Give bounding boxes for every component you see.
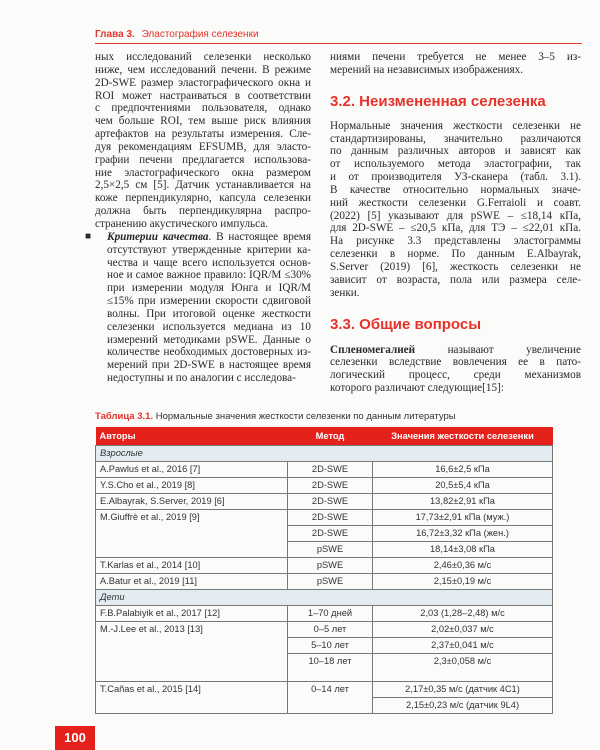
text-line: ных исследований селезенки несколько [95,51,311,63]
table-row: Y.S.Cho et al., 2019 [8] 2D-SWE 20,5±5,4 к… [95,477,553,494]
paragraph: Нормальные значения жесткости селезенки … [330,120,581,300]
bullet-item-quality-criteria: ■ Критерии качества. В настоящее время о… [85,230,312,385]
table-row: pSWE 18,14±3,08 кПа [96,541,553,558]
table-row: A.Pawluś et al., 2016 [7] 2D-SWE 16,6±2,5 … [95,461,553,478]
text-line: селезенки используется медиана из 10 [107,320,311,333]
text-line: волны. При итоговой оценке жесткости [107,307,311,320]
table-row: T.Cañas et al., 2015 [14] 0–14 лет 2,17±0,… [95,681,553,714]
term: Спленомегалией [330,343,416,356]
text-line: S.Server (2019) [6], жесткость селезенки… [330,260,581,273]
bullet-text: отсутствуют утвержденные критерии ка-чес… [107,244,311,385]
text-line: ное и самое важное правило: IQR/M ≤30% [107,269,311,282]
table-row: M.-J.Lee et al., 2013 [13] 0–5 лет 2,02±0,… [95,621,553,682]
text-line: зенки. [330,286,360,299]
text-line: ние эластографического окна размером [95,166,311,179]
text-line: 2D-SWE размер эластографического окна и [95,76,311,89]
page-number: 100 [55,726,95,750]
table-row: 2D-SWE 16,72±3,32 кПа (жен.) [96,525,553,542]
text-line: Нормальные значения жесткости селезенки … [330,119,581,132]
table-caption: Таблица 3.1. Нормальные значения жесткос… [95,411,456,422]
table-header: Авторы Метод Значения жесткости селезенк… [95,427,553,446]
text-line: В качестве относительно нормальных значе… [330,183,581,196]
chapter-title: Эластография селезенки [141,29,259,40]
table-row: A.Batur et al., 2019 [11] pSWE 2,15±0,19 м… [95,573,553,590]
paragraph-text: селезенки вследствие вовлечения ее в пат… [330,356,581,395]
paragraph: Спленомегалией называют увеличение селез… [330,344,581,395]
header-values: Значения жесткости селезенки [372,427,553,446]
table-row: 2,15±0,23 м/с (датчик 9L4) [96,697,553,714]
term: Критерии качества [107,230,209,243]
text-line: измерений методиками pSWE. Данные о [107,333,311,346]
text-line: ниже, чем исследований печени. В режиме [95,63,311,76]
header-method: Метод [287,427,373,446]
group-row: Дети [95,589,553,606]
text-line: На рисунке 3.3 представлены эластограммы [330,235,581,248]
table-row: M.Giuffrè et al., 2019 [9] 2D-SWE 17,73±2,… [95,509,553,558]
text-line: (2022) [5] указывают для pSWE – ≤18,14 к… [330,209,581,222]
section-heading-3-2: 3.2. Неизмененная селезенка [330,92,546,110]
text-line: должна быть перпендикулярна распро- [95,205,311,218]
text-line: 2,5×2,5 см [5]. Датчик устанавливается н… [95,179,311,192]
text-line: ROI может настраиваться в соответствии [95,89,311,102]
paragraph: ных исследований селезенки несколько ниже… [95,51,311,231]
text-line: недоступны и по аналогии с исследова- [107,372,296,385]
table-row: T.Karlas et al., 2014 [10] pSWE 2,46±0,36 … [95,557,553,574]
text-line: Спленомегалией называют увеличение [330,343,581,356]
text-line: с предпочтениями пользователя, однако [95,102,311,115]
text-line: которого различают следующие[15]: [330,382,504,395]
table-caption-text: Нормальные значения жесткости селезенки … [155,411,456,422]
right-column: ниями печени требуется не менее 3–5 из-м… [330,51,581,395]
text-line: ≤15% при измерении скорости сдвиговой [107,295,311,308]
text-line: ний жесткости селезенки G.Ferraioli и со… [330,196,581,209]
text-line: Критерии качества. В настоящее время [107,230,312,243]
text-line: мерений при 2D-SWE в настоящее время [107,359,311,372]
table-row: F.B.Palabiyik et al., 2017 [12] 1–70 дней… [95,605,553,622]
header-authors: Авторы [95,427,288,446]
text-line: селезенки в норме. По данным E.Albayrak, [330,248,581,261]
bullet-icon: ■ [85,230,92,242]
text-line: странению акустического импульса. [95,217,269,230]
running-head: Глава 3. Эластография селезенки [95,29,582,44]
text-line: от используемого метода эластографии, та… [330,158,581,171]
text-line: логический процесс, среди механизмов [330,369,581,382]
text-line: мерений на независимых изображениях. [330,63,524,76]
chapter-label: Глава 3. [95,29,135,40]
text-line: по данным различных авторов и зависят ка… [330,145,581,158]
text-line: стандартизированы, значительно различают… [330,132,581,145]
table-row: 10–18 лет 2,3±0,058 м/с [96,653,553,682]
text-line: количестве необходимых достоверных из- [107,346,311,359]
text-line: графии печени предлагается использова- [95,153,311,166]
section-heading-3-3: 3.3. Общие вопросы [330,315,482,333]
text-line: для 2D-SWE – ≤20,5 кПа, для ТЭ – ≤22,01 … [330,222,581,235]
left-column: ных исследований селезенки несколько ниже… [85,51,312,385]
text-line: при измерении модуля Юнга и IQR/M [107,282,311,295]
table-caption-label: Таблица 3.1. [95,411,154,422]
text-line: чества и чаще всего используется основ- [107,256,311,269]
text-line: селезенки вследствие вовлечения ее в пат… [330,356,581,369]
group-row: Взрослые [95,445,553,462]
text-line: чем больше ROI, тем выше риск влияния [95,115,311,128]
text-line: дуя рекомендациям EFSUMB, для эласто- [95,140,311,153]
text-line: артефактов на результаты измерения. Сле- [95,128,311,141]
table-row: E.Albayrak, S.Server, 2019 [6] 2D-SWE 13,8… [95,493,553,510]
stiffness-table: Авторы Метод Значения жесткости селезенк… [95,427,553,714]
text-line: коже перпендикулярно, капсула селезенки [95,192,311,205]
text-line: и от производителя УЗ-сканера (табл. 3.1… [330,171,581,184]
text-line: отсутствуют утвержденные критерии ка- [107,243,311,256]
paragraph: ниями печени требуется не менее 3–5 из-м… [330,51,581,77]
text-line: зависит от возраста, пола или размера се… [330,273,581,286]
text-line: ниями печени требуется не менее 3–5 из- [330,51,581,63]
